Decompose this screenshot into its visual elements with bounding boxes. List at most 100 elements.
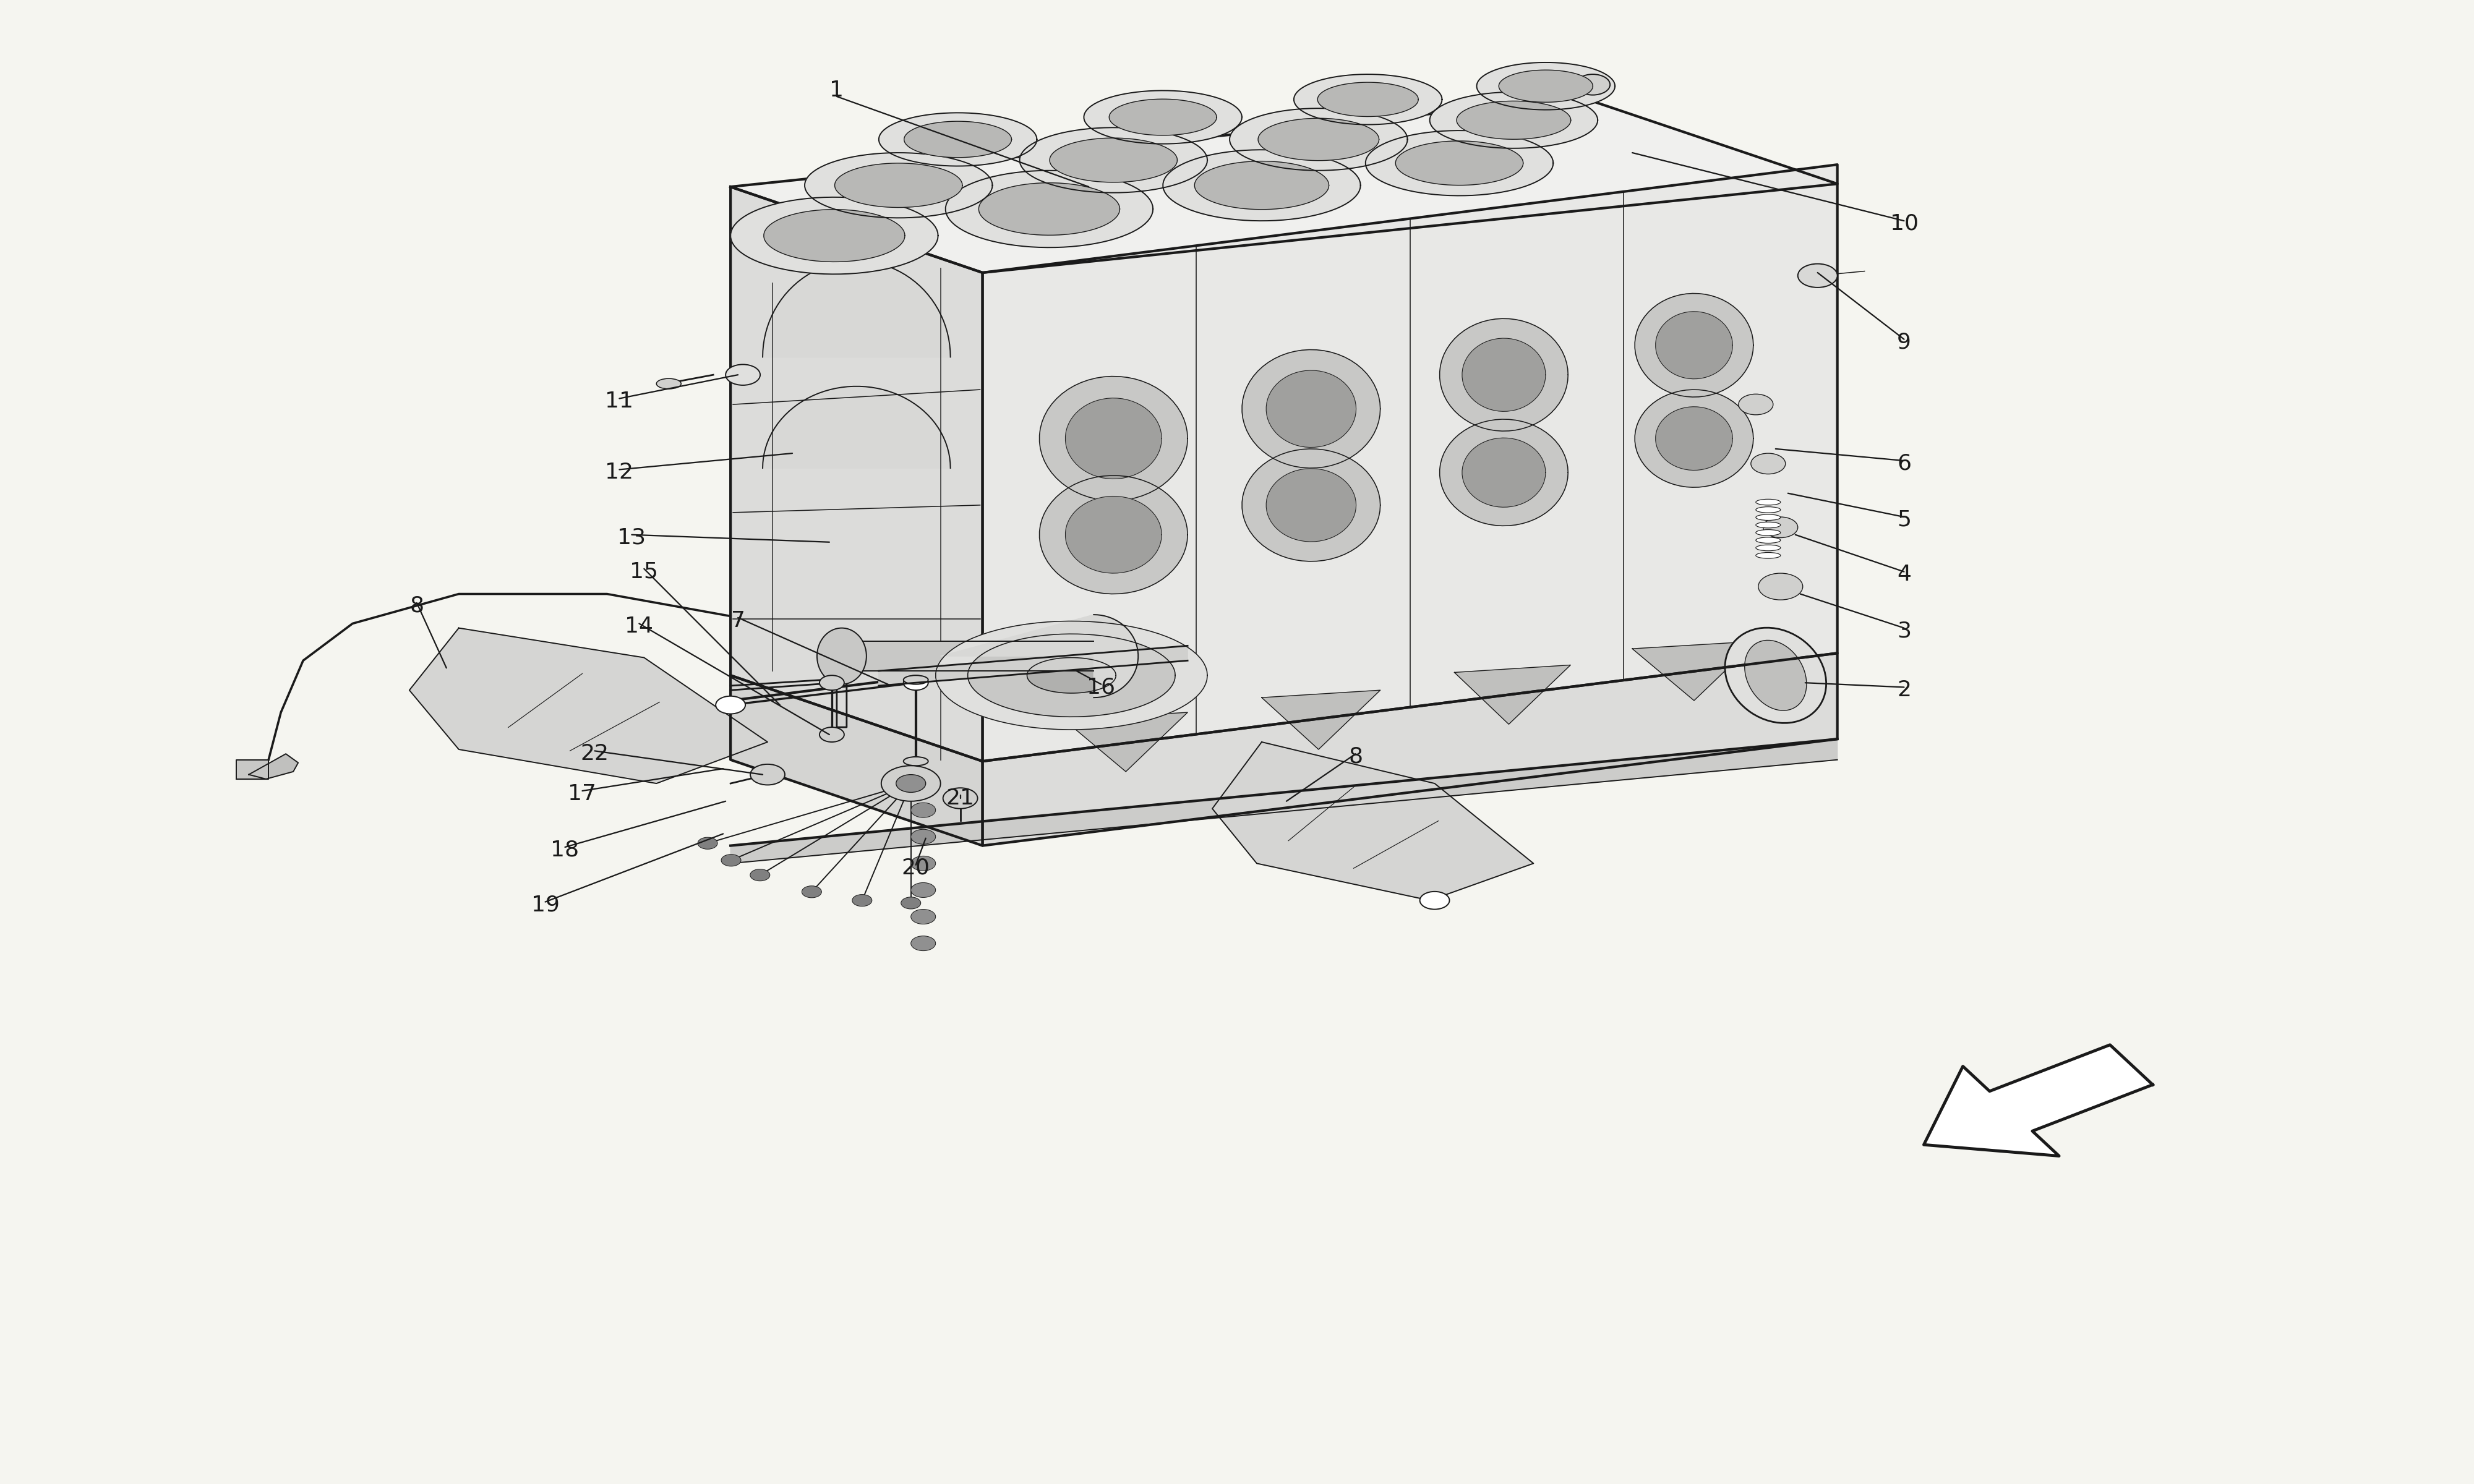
Circle shape	[910, 883, 935, 898]
Circle shape	[722, 855, 742, 867]
Polygon shape	[945, 171, 1153, 248]
Text: 12: 12	[606, 462, 633, 484]
Polygon shape	[1108, 99, 1217, 135]
Text: 4: 4	[1898, 564, 1910, 585]
Polygon shape	[1163, 150, 1361, 221]
Ellipse shape	[1757, 508, 1781, 513]
Text: 18: 18	[552, 840, 579, 861]
Polygon shape	[1477, 62, 1616, 110]
Text: 1: 1	[829, 80, 844, 101]
Ellipse shape	[816, 628, 866, 684]
Polygon shape	[967, 634, 1175, 717]
Polygon shape	[1655, 312, 1732, 378]
Circle shape	[851, 895, 871, 907]
Polygon shape	[841, 641, 1094, 671]
Polygon shape	[1039, 377, 1188, 500]
Polygon shape	[1212, 742, 1534, 901]
Text: 8: 8	[1348, 746, 1363, 767]
Circle shape	[896, 775, 925, 792]
Circle shape	[802, 886, 821, 898]
Polygon shape	[1267, 371, 1356, 447]
Polygon shape	[762, 261, 950, 358]
Polygon shape	[1635, 294, 1754, 398]
Circle shape	[1752, 453, 1786, 473]
Polygon shape	[1064, 712, 1188, 772]
Polygon shape	[730, 98, 1838, 273]
Polygon shape	[1267, 469, 1356, 542]
Polygon shape	[1655, 407, 1732, 470]
Circle shape	[819, 675, 844, 690]
Circle shape	[910, 910, 935, 925]
Polygon shape	[1457, 101, 1571, 139]
Circle shape	[910, 830, 935, 844]
Polygon shape	[940, 614, 1138, 697]
Polygon shape	[1440, 319, 1569, 430]
Text: 15: 15	[631, 561, 658, 582]
Polygon shape	[1430, 92, 1598, 148]
Circle shape	[750, 764, 784, 785]
Polygon shape	[982, 653, 1838, 846]
Polygon shape	[878, 646, 1188, 686]
Polygon shape	[834, 163, 962, 208]
Text: 17: 17	[569, 784, 596, 804]
Polygon shape	[1440, 420, 1569, 525]
Circle shape	[715, 696, 745, 714]
Polygon shape	[408, 628, 767, 784]
Text: 22: 22	[581, 743, 609, 764]
Polygon shape	[762, 386, 950, 467]
Ellipse shape	[903, 675, 928, 684]
Circle shape	[1420, 892, 1450, 910]
Polygon shape	[730, 675, 982, 846]
Ellipse shape	[1757, 552, 1781, 558]
Text: 6: 6	[1898, 453, 1910, 475]
Circle shape	[903, 675, 928, 690]
Polygon shape	[935, 622, 1207, 730]
Circle shape	[1799, 264, 1838, 288]
Text: 5: 5	[1898, 509, 1910, 530]
Polygon shape	[1462, 438, 1546, 508]
Polygon shape	[250, 754, 299, 779]
Polygon shape	[1039, 475, 1188, 594]
Polygon shape	[878, 113, 1037, 166]
Circle shape	[910, 936, 935, 951]
Text: 21: 21	[945, 788, 975, 809]
Polygon shape	[238, 760, 270, 779]
Circle shape	[1759, 573, 1804, 600]
Polygon shape	[730, 187, 982, 761]
Ellipse shape	[656, 378, 680, 389]
Text: 9: 9	[1898, 332, 1910, 353]
Polygon shape	[1635, 390, 1754, 487]
Polygon shape	[982, 165, 1838, 761]
Polygon shape	[903, 122, 1012, 157]
Circle shape	[698, 837, 717, 849]
Ellipse shape	[903, 757, 928, 766]
Polygon shape	[730, 197, 938, 275]
Polygon shape	[804, 153, 992, 218]
Polygon shape	[980, 183, 1121, 234]
Circle shape	[725, 365, 760, 386]
Circle shape	[943, 788, 977, 809]
Text: 14: 14	[626, 616, 653, 637]
Circle shape	[1576, 74, 1611, 95]
Polygon shape	[1084, 91, 1242, 144]
Polygon shape	[1633, 641, 1757, 700]
Polygon shape	[730, 739, 1838, 864]
Text: 3: 3	[1898, 620, 1910, 641]
Circle shape	[750, 870, 769, 881]
Text: 20: 20	[901, 858, 930, 879]
Circle shape	[910, 803, 935, 818]
Text: 19: 19	[532, 895, 559, 916]
Circle shape	[901, 898, 920, 908]
Text: 10: 10	[1890, 214, 1917, 234]
Ellipse shape	[1744, 640, 1806, 711]
Circle shape	[881, 766, 940, 801]
Ellipse shape	[1724, 628, 1826, 723]
Polygon shape	[764, 209, 905, 261]
Ellipse shape	[1757, 530, 1781, 536]
Polygon shape	[1259, 119, 1378, 160]
Polygon shape	[1027, 657, 1116, 693]
Polygon shape	[1195, 162, 1329, 209]
Text: 13: 13	[618, 527, 646, 548]
Ellipse shape	[1757, 499, 1781, 505]
Polygon shape	[1395, 141, 1524, 186]
